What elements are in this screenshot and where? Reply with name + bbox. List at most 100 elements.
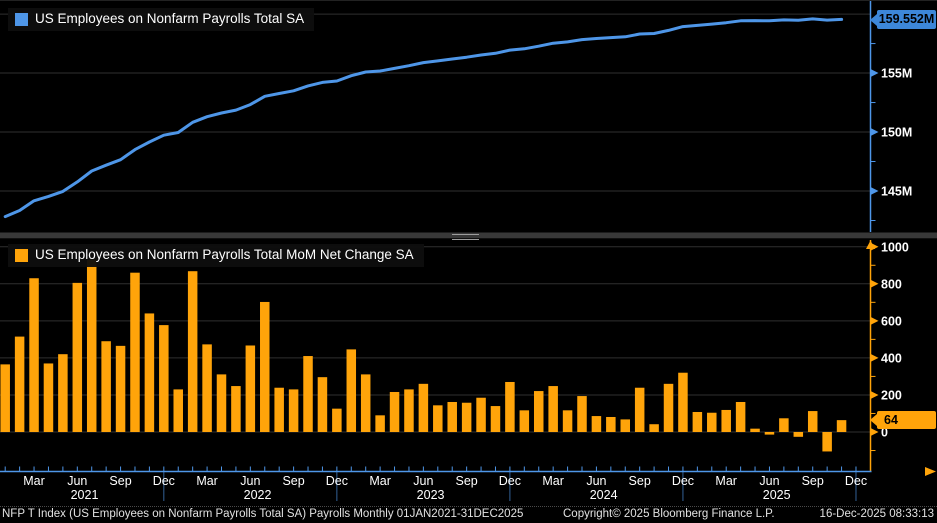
top-gridlines — [0, 13, 870, 192]
bar-2022-10[interactable] — [303, 356, 313, 432]
xtick-month-label: Dec — [845, 474, 867, 488]
bar-2024-12[interactable] — [678, 372, 688, 432]
bar-2023-04[interactable] — [389, 391, 400, 432]
bar-2025-04[interactable] — [735, 401, 746, 432]
bar-2025-02[interactable] — [707, 412, 717, 432]
legend-label-total-payrolls: US Employees on Nonfarm Payrolls Total S… — [35, 11, 305, 26]
xtick-year-label: 2024 — [590, 488, 618, 502]
bar-2022-07[interactable] — [260, 301, 270, 432]
legend-label-mom-net-change: US Employees on Nonfarm Payrolls Total M… — [35, 247, 414, 262]
bar-2024-06[interactable] — [591, 416, 602, 432]
bar-2025-03[interactable] — [721, 409, 731, 432]
bar-2021-05[interactable] — [58, 354, 68, 432]
bar-2024-01[interactable] — [519, 410, 530, 432]
bar-2025-05[interactable] — [750, 428, 760, 432]
bar-2021-09[interactable] — [115, 345, 126, 432]
bar-2021-04[interactable] — [43, 363, 54, 432]
legend-total-payrolls[interactable]: US Employees on Nonfarm Payrolls Total S… — [8, 8, 315, 31]
legend-mom-net-change[interactable]: US Employees on Nonfarm Payrolls Total M… — [8, 244, 424, 267]
last-value-badge-total: 159.552M — [870, 10, 936, 29]
bar-2024-04[interactable] — [562, 410, 573, 432]
bar-2023-07[interactable] — [433, 405, 443, 432]
bar-2025-10[interactable] — [822, 432, 832, 452]
bar-2025-01[interactable] — [692, 411, 703, 432]
bar-2025-07[interactable] — [779, 418, 789, 432]
bar-2023-12[interactable] — [505, 381, 515, 432]
bar-2021-06[interactable] — [72, 282, 83, 432]
bar-2022-01[interactable] — [173, 389, 183, 432]
ytick-label-bottom: 600 — [881, 314, 902, 328]
xtick-year-label: 2025 — [763, 488, 791, 502]
ytick-label-top: 145M — [881, 185, 912, 199]
bar-2021-12[interactable] — [159, 325, 169, 432]
bar-2024-09[interactable] — [634, 387, 645, 432]
bar-2024-07[interactable] — [606, 416, 616, 432]
bar-2023-09[interactable] — [461, 402, 472, 432]
xtick-year-label: 2023 — [417, 488, 445, 502]
bar-2023-10[interactable] — [476, 397, 486, 432]
xtick-month-label: Sep — [802, 474, 824, 488]
bar-2021-10[interactable] — [130, 272, 140, 432]
xtick-month-label: Mar — [196, 474, 218, 488]
payrolls-total-line[interactable] — [3, 17, 844, 219]
bar-2022-03[interactable] — [202, 344, 212, 432]
bar-2022-12[interactable] — [332, 408, 342, 432]
y-axis-bottom[interactable]: 1000 800 600 400 200 0 — [866, 240, 909, 472]
ytick-label-bottom: 0 — [881, 426, 888, 440]
xtick-month-label: Sep — [629, 474, 651, 488]
bar-2023-08[interactable] — [447, 401, 457, 432]
bar-2025-11[interactable] — [836, 420, 847, 432]
bar-2024-08[interactable] — [620, 419, 631, 432]
bar-2023-01[interactable] — [346, 349, 357, 432]
bar-2023-05[interactable] — [404, 389, 414, 432]
bar-2024-03[interactable] — [548, 386, 558, 432]
ytick-label-bottom: 800 — [881, 277, 902, 291]
bar-2021-08[interactable] — [101, 341, 111, 432]
divider-grip-icon[interactable] — [452, 234, 479, 240]
bar-2021-11[interactable] — [144, 313, 155, 432]
xtick-month-label: Jun — [586, 474, 606, 488]
bar-2022-08[interactable] — [274, 387, 284, 432]
xtick-month-label: Jun — [413, 474, 433, 488]
footer-copyright-text: Copyright© 2025 Bloomberg Finance L.P. — [563, 508, 775, 520]
y-axis-top[interactable]: 155M 150M 145M — [869, 1, 913, 232]
xtick-month-label: Jun — [759, 474, 779, 488]
bar-2025-09[interactable] — [807, 411, 818, 432]
xtick-month-label: Jun — [240, 474, 260, 488]
x-axis[interactable]: Mar Jun Sep Dec Mar Jun Sep Dec Mar Jun Sep Dec Mar J… — [0, 466, 936, 503]
legend-swatch-orange — [15, 248, 28, 262]
bar-2024-02[interactable] — [533, 391, 544, 432]
bar-2022-04[interactable] — [216, 374, 227, 432]
bar-2023-03[interactable] — [375, 415, 385, 432]
bar-2021-07[interactable] — [86, 259, 97, 432]
mom-net-change-bars[interactable] — [0, 259, 847, 452]
xtick-month-label: Mar — [23, 474, 45, 488]
ytick-label-top: 155M — [881, 67, 912, 81]
bar-2023-02[interactable] — [360, 374, 371, 432]
xtick-month-label: Sep — [109, 474, 131, 488]
bar-2025-08[interactable] — [793, 432, 804, 437]
bar-2023-11[interactable] — [490, 406, 501, 432]
panel-divider[interactable] — [0, 232, 937, 240]
bar-2024-10[interactable] — [649, 424, 659, 432]
xtick-year-label: 2022 — [244, 488, 272, 502]
bar-2021-03[interactable] — [29, 278, 39, 432]
bar-2024-11[interactable] — [663, 383, 674, 432]
bar-2023-06[interactable] — [418, 383, 429, 432]
xtick-month-label: Dec — [499, 474, 521, 488]
ytick-label-bottom: 200 — [881, 388, 902, 402]
bar-2025-06[interactable] — [764, 432, 775, 435]
bar-2021-01[interactable] — [0, 364, 10, 432]
footer-source-text: NFP T Index (US Employees on Nonfarm Pay… — [2, 508, 524, 520]
xtick-month-label: Mar — [542, 474, 564, 488]
bar-2022-02[interactable] — [187, 271, 198, 432]
bar-2022-06[interactable] — [245, 345, 256, 432]
bar-2021-02[interactable] — [14, 336, 25, 432]
bar-2024-05[interactable] — [577, 396, 587, 432]
bar-2022-05[interactable] — [231, 386, 241, 432]
xtick-month-label: Sep — [456, 474, 478, 488]
bar-2022-09[interactable] — [288, 389, 299, 432]
bar-2022-11[interactable] — [317, 377, 328, 432]
